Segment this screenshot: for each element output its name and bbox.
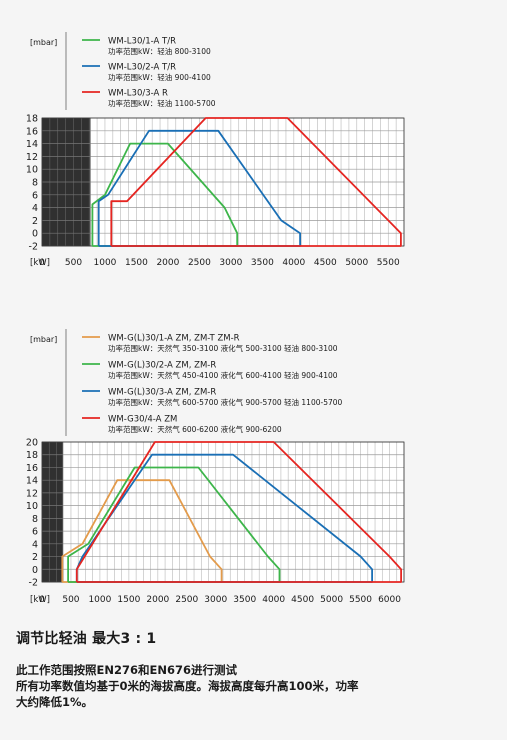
x-tick-label: 2000: [146, 595, 169, 605]
legend-series-name: WM-L30/2-A T/R: [108, 63, 176, 73]
altitude-note-line-1: 所有功率数值均基于0米的海拔高度。海拔高度每升高100米，功率: [16, 679, 359, 693]
legend-series-name: WM-L30/3-A R: [108, 89, 168, 99]
legend-range-text: 功率范围kW：天然气 600-5700 液化气 900-5700 轻油 1100…: [108, 397, 343, 407]
series-line-3: [110, 117, 402, 247]
y-tick-label: 8: [32, 514, 38, 525]
y-tick-label: 6: [32, 527, 38, 538]
x-tick-label: 5500: [349, 595, 372, 605]
y-tick-label: 6: [32, 190, 38, 201]
y-tick-label: 0: [32, 565, 38, 576]
series-line-1: [91, 142, 239, 247]
x-tick-label: 0: [39, 595, 45, 605]
legend-range-text: 功率范围kW：轻油 900-4100: [108, 72, 211, 82]
legend-range-text: 功率范围kW：天然气 450-4100 液化气 600-4100 轻油 900-…: [108, 370, 338, 380]
x-tick-label: 3500: [251, 258, 274, 268]
legend-series-name: WM-G(L)30/2-A ZM, ZM-R: [108, 361, 216, 371]
x-tick-label: 4500: [291, 595, 314, 605]
notes-block: 调节比轻油 最大3 : 1 此工作范围按照EN276和EN676进行测试 所有功…: [16, 628, 496, 710]
legend-series-name: WM-G(L)30/1-A ZM, ZM-T ZM-R: [108, 334, 240, 344]
legend-range-text: 功率范围kW：轻油 1100-5700: [108, 98, 216, 108]
y-tick-label: -2: [29, 578, 38, 589]
x-tick-label: 1500: [125, 258, 148, 268]
series-line-1: [61, 479, 223, 583]
x-tick-label: 500: [65, 258, 82, 268]
test-standard-note: 此工作范围按照EN276和EN676进行测试: [16, 663, 237, 677]
vertical-gridlines: [41, 442, 405, 582]
x-tick-label: 5000: [320, 595, 343, 605]
y-tick-label: 4: [32, 203, 38, 214]
y-tick-label: 20: [26, 438, 38, 449]
legend-range-text: 功率范围kW：天然气 600-6200 液化气 900-6200: [108, 424, 282, 434]
y-tick-label: 14: [26, 139, 38, 150]
y-tick-label: 16: [26, 126, 38, 137]
y-axis-label: [mbar]: [30, 38, 57, 47]
x-tick-label: 2000: [156, 258, 179, 268]
x-tick-label: 2500: [175, 595, 198, 605]
legend-series-name: WM-L30/1-A T/R: [108, 37, 176, 47]
y-tick-label: 10: [26, 501, 38, 512]
legend-range-text: 功率范围kW：天然气 350-3100 液化气 500-3100 轻油 800-…: [108, 343, 338, 353]
x-tick-label: 5500: [377, 258, 400, 268]
y-tick-label: -2: [29, 242, 38, 253]
x-tick-label: 500: [62, 595, 79, 605]
series-line-2: [97, 129, 302, 247]
x-tick-label: 3500: [233, 595, 256, 605]
x-axis-label: [kW]: [30, 258, 50, 268]
x-tick-label: 0: [39, 258, 45, 268]
x-tick-label: 1000: [94, 258, 117, 268]
x-tick-label: 4000: [262, 595, 285, 605]
y-tick-label: 8: [32, 178, 38, 189]
y-tick-label: 16: [26, 463, 38, 474]
x-tick-label: 4000: [282, 258, 305, 268]
x-tick-label: 2500: [188, 258, 211, 268]
y-tick-label: 14: [26, 476, 38, 487]
x-tick-label: 3000: [219, 258, 242, 268]
x-axis-label: [kW]: [30, 595, 50, 605]
y-tick-label: 2: [32, 216, 38, 227]
legend-series-name: WM-G30/4-A ZM: [108, 415, 177, 425]
y-tick-label: 4: [32, 539, 38, 550]
x-tick-label: 5000: [345, 258, 368, 268]
altitude-note-line-2: 大约降低1%。: [16, 695, 94, 709]
y-tick-label: 18: [26, 114, 38, 125]
x-tick-label: 4500: [314, 258, 337, 268]
legend-range-text: 功率范围kW：轻油 800-3100: [108, 46, 211, 56]
turndown-ratio-heading: 调节比轻油 最大3 : 1: [16, 631, 157, 647]
y-tick-label: 10: [26, 165, 38, 176]
y-tick-label: 12: [26, 152, 38, 163]
x-tick-label: 1500: [117, 595, 140, 605]
x-tick-label: 6000: [378, 595, 401, 605]
y-tick-label: 12: [26, 488, 38, 499]
y-axis-label: [mbar]: [30, 335, 57, 344]
series-line-4: [75, 441, 403, 583]
x-tick-label: 1000: [88, 595, 111, 605]
legend-series-name: WM-G(L)30/3-A ZM, ZM-R: [108, 388, 216, 398]
y-tick-label: 18: [26, 450, 38, 461]
low-load-band: [42, 442, 63, 582]
y-tick-label: 2: [32, 552, 38, 563]
y-tick-label: 0: [32, 229, 38, 240]
x-tick-label: 3000: [204, 595, 227, 605]
series-line-2: [67, 466, 281, 583]
